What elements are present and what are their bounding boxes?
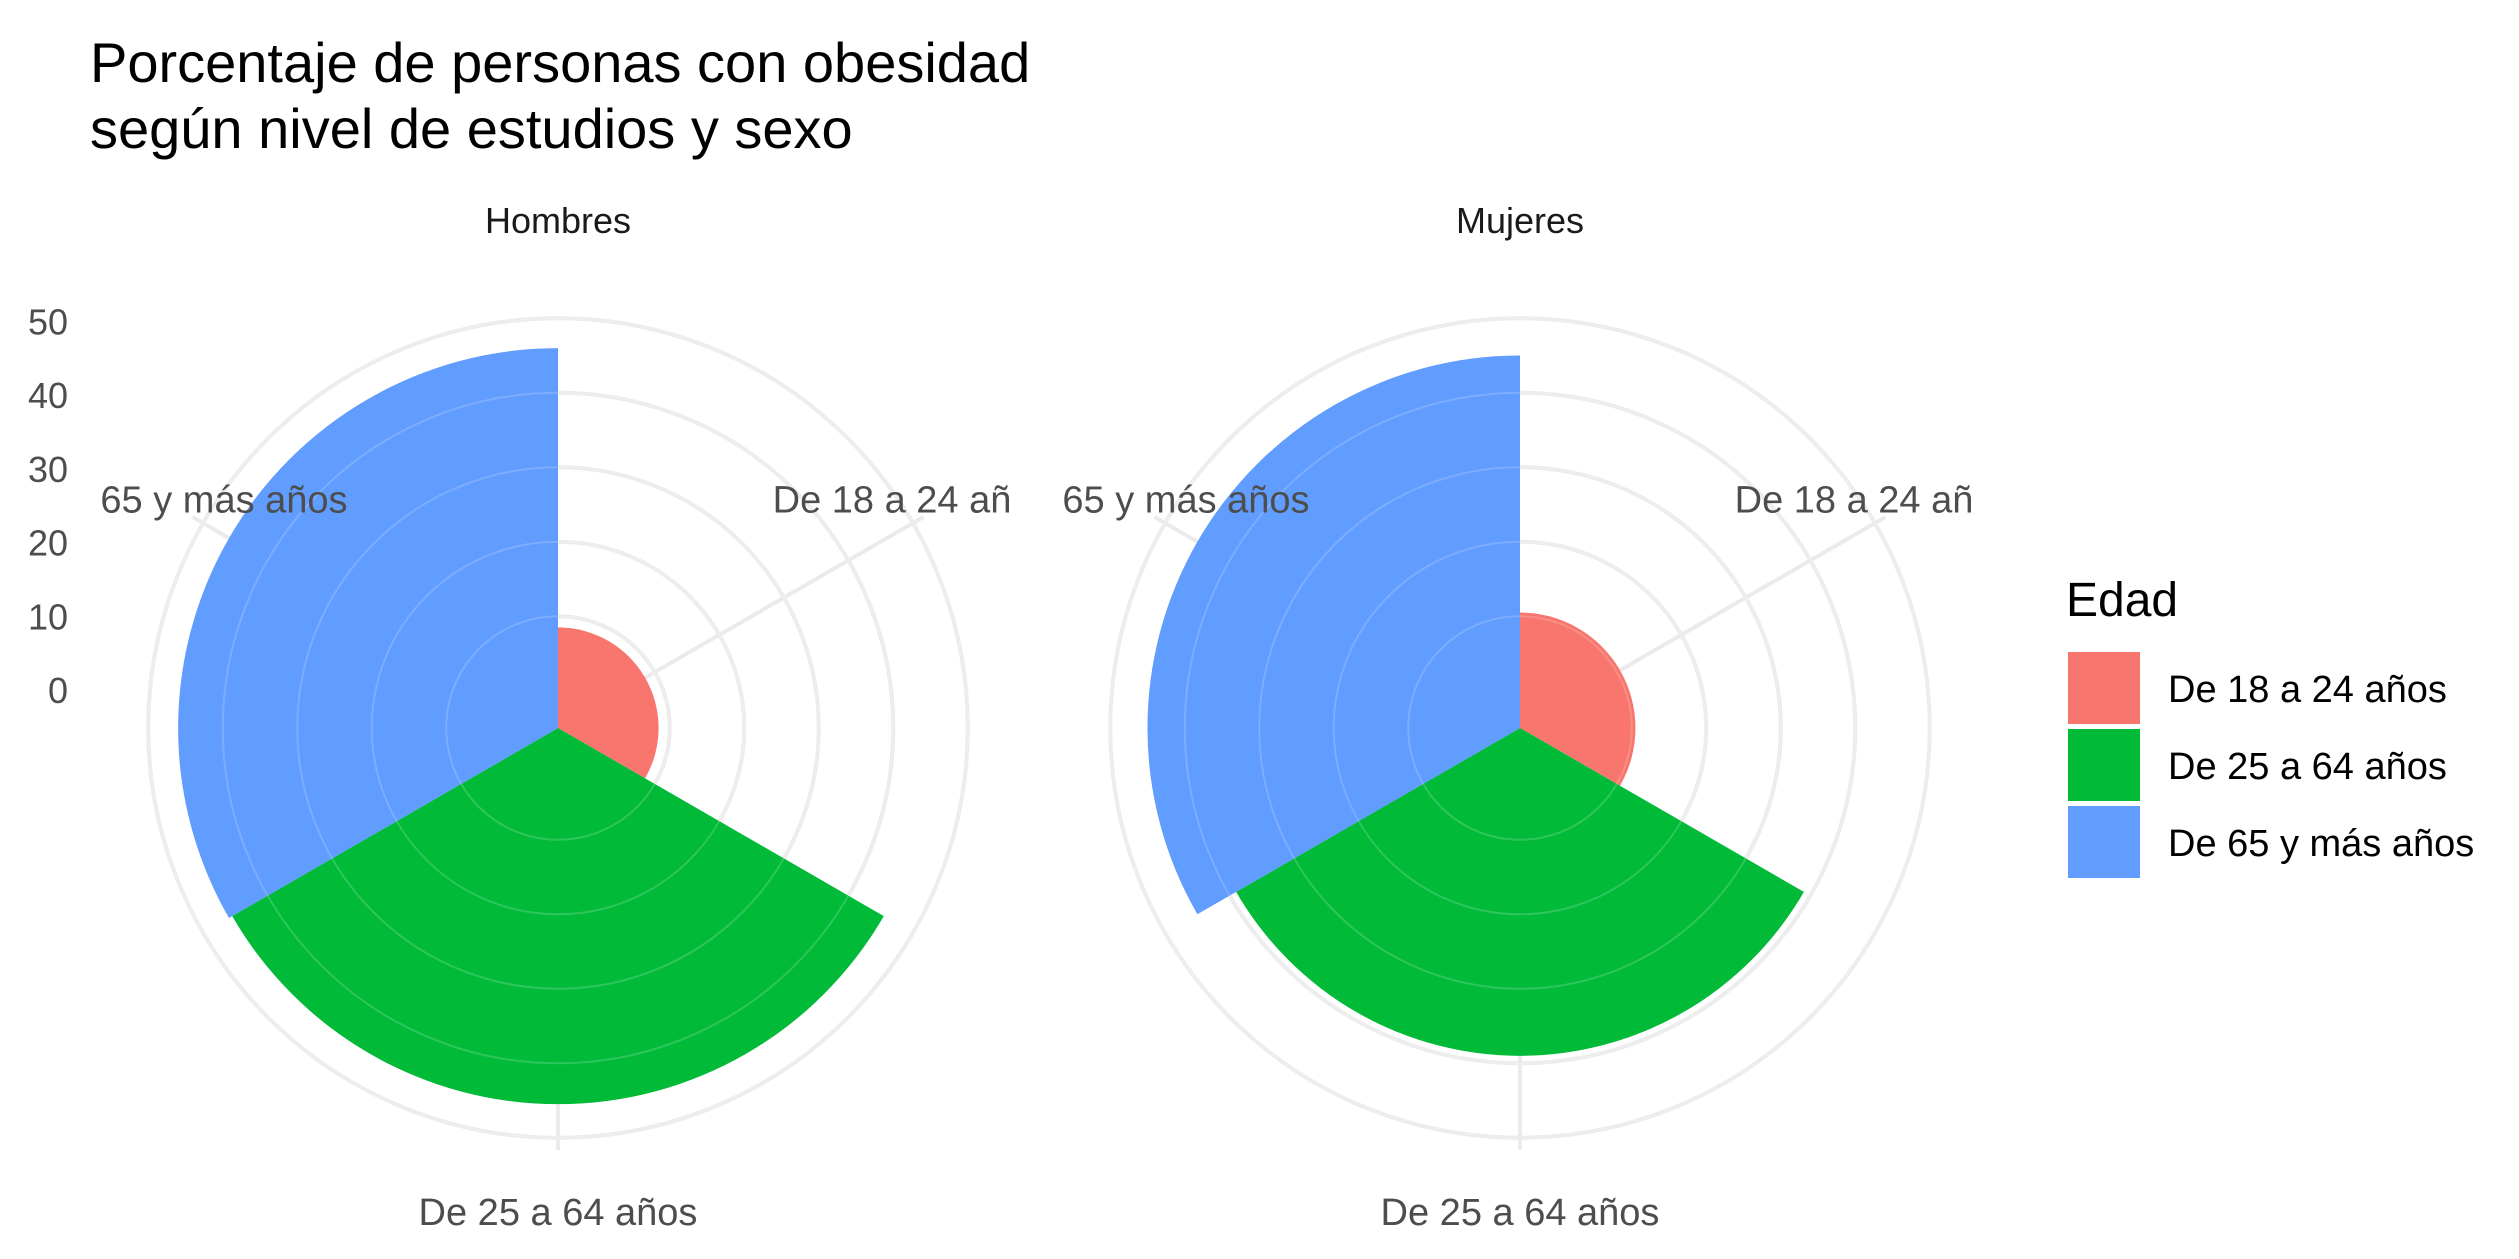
grid-ring-overlay bbox=[296, 466, 820, 990]
facet-hombres: Hombres De 18 a 24 añ De 25 a 64 años 65 y … bbox=[100, 200, 1011, 1234]
radial-tick-label: 30 bbox=[28, 449, 68, 490]
category-label: De 18 a 24 añ bbox=[773, 480, 1012, 522]
legend-swatch bbox=[2068, 806, 2140, 878]
facet-mujeres: Mujeres De 18 a 24 añ De 25 a 64 años 65 y … bbox=[1062, 200, 1973, 1234]
radial-tick-label: 50 bbox=[28, 301, 68, 342]
wedge-2 bbox=[232, 728, 884, 1105]
chart-title-line-1: Porcentaje de personas con obesidad bbox=[90, 31, 1031, 94]
category-label: De 25 a 64 años bbox=[419, 1192, 698, 1234]
legend-title: Edad bbox=[2066, 574, 2178, 627]
radial-axis: 0 10 20 30 40 50 bbox=[28, 301, 68, 711]
legend-label: De 25 a 64 años bbox=[2168, 746, 2447, 788]
grid-ring-overlay bbox=[370, 540, 746, 916]
grid-ring-overlay bbox=[1183, 391, 1857, 1065]
radial-tick-label: 10 bbox=[28, 596, 68, 637]
wedge-1 bbox=[558, 627, 659, 779]
category-label: 65 y más años bbox=[100, 480, 347, 522]
legend-label: De 65 y más años bbox=[2168, 823, 2474, 865]
radial-tick-label: 40 bbox=[28, 375, 68, 416]
grid-ring-overlay bbox=[1109, 317, 1931, 1139]
wedge-3 bbox=[178, 348, 559, 919]
category-label: De 25 a 64 años bbox=[1381, 1192, 1660, 1234]
chart-title: Porcentaje de personas con obesidad segú… bbox=[90, 30, 1030, 162]
grid-ring-overlay bbox=[1407, 615, 1633, 841]
facet-title: Mujeres bbox=[1456, 200, 1584, 241]
chart-title-line-2: según nivel de estudios y sexo bbox=[90, 97, 853, 160]
grid-ring-overlay bbox=[1258, 466, 1782, 990]
legend-swatch bbox=[2068, 652, 2140, 724]
grid-ring-overlay bbox=[221, 391, 895, 1065]
wedge-1 bbox=[1520, 612, 1636, 786]
grid-ring-overlay bbox=[445, 615, 671, 841]
radial-tick-label: 0 bbox=[48, 670, 68, 711]
grid-ring-overlay bbox=[1332, 540, 1708, 916]
legend: Edad De 18 a 24 años De 25 a 64 años De 65 … bbox=[2066, 574, 2474, 878]
category-label: De 18 a 24 añ bbox=[1735, 480, 1974, 522]
legend-label: De 18 a 24 años bbox=[2168, 669, 2447, 711]
facet-title: Hombres bbox=[485, 200, 631, 241]
wedge-3 bbox=[1147, 355, 1520, 915]
legend-swatch bbox=[2068, 729, 2140, 801]
category-label: 65 y más años bbox=[1062, 480, 1309, 522]
grid-ring-overlay bbox=[147, 317, 969, 1139]
radial-tick-label: 20 bbox=[28, 523, 68, 564]
